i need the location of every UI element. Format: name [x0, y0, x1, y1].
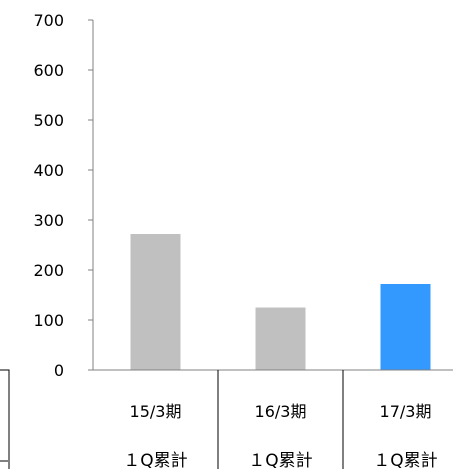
- x-tick-label: 16/3期: [255, 402, 307, 421]
- y-axis: 0 100 200 300 400 500 600 700: [33, 11, 94, 380]
- x-tick-sublabel: １Q累計: [123, 451, 187, 469]
- x-tick-label: 17/3期: [380, 402, 432, 421]
- y-tick-label: 400: [33, 161, 64, 180]
- x-tick-label: 15/3期: [130, 402, 182, 421]
- x-tick-sublabel: １Q累計: [373, 451, 437, 469]
- bar-1: [130, 234, 181, 370]
- bar-2: [255, 307, 306, 370]
- x-tick-sublabel: １Q累計: [248, 451, 312, 469]
- x-axis: 15/3期 １Q累計 16/3期 １Q累計 17/3期 １Q累計: [93, 369, 453, 469]
- y-tick-label: 0: [54, 361, 64, 380]
- y-tick-label: 200: [33, 261, 64, 280]
- side-box-frame: [0, 369, 10, 469]
- y-tick-label: 100: [33, 311, 64, 330]
- y-tick-label: 500: [33, 111, 64, 130]
- bar-3: [380, 284, 431, 370]
- y-tick-label: 700: [33, 11, 64, 30]
- side-table-fragment: [0, 369, 10, 469]
- bars: [130, 234, 431, 370]
- y-tick-label: 300: [33, 211, 64, 230]
- y-tick-label: 600: [33, 61, 64, 80]
